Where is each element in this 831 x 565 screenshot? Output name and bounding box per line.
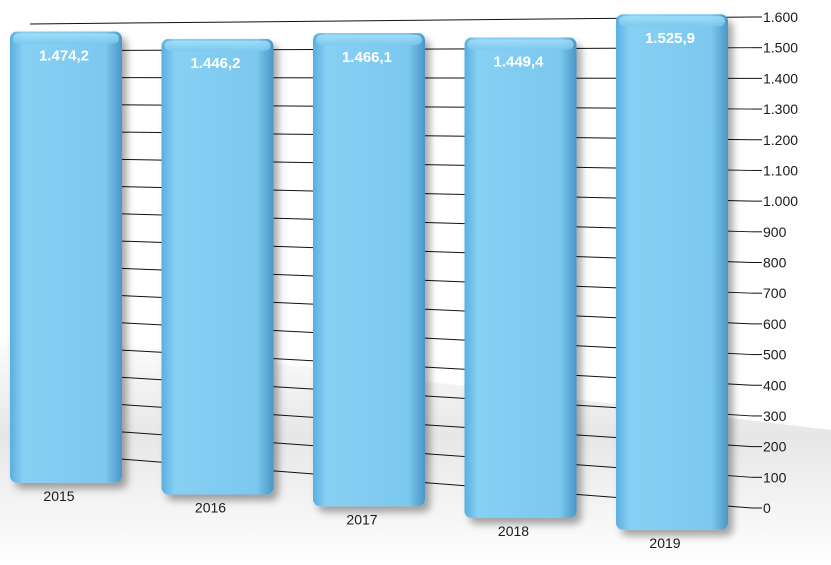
y-tick-label: 500 [763, 347, 787, 363]
x-category-label: 2019 [649, 535, 680, 551]
bar-value-label: 1.474,2 [39, 48, 89, 65]
y-tick-label: 1.300 [763, 101, 798, 117]
y-tick-label: 1.400 [763, 70, 798, 86]
y-tick-label: 300 [763, 408, 787, 424]
bar-highlight [164, 40, 271, 51]
bar-highlight [467, 39, 574, 50]
y-tick-label: 600 [763, 316, 787, 332]
bar-group [313, 33, 425, 507]
bar [10, 31, 122, 483]
y-tick-label: 1.200 [763, 132, 798, 148]
y-tick-label: 1.600 [763, 9, 798, 25]
bars [10, 14, 728, 530]
y-tick-label: 0 [763, 500, 771, 516]
y-tick-label: 1.500 [763, 40, 798, 56]
x-category-label: 2017 [346, 511, 377, 527]
bar-group [161, 38, 274, 495]
y-tick-label: 700 [763, 285, 787, 301]
bar-group [464, 37, 577, 519]
bar-value-label: 1.466,1 [342, 49, 392, 66]
y-tick-label: 100 [763, 469, 787, 485]
labels: 1.474,2 2015 1.446,2 2016 1.466,1 2017 1.449,4… [39, 30, 695, 551]
bar-value-label: 1.449,4 [493, 54, 544, 71]
bar [616, 14, 728, 530]
y-tick-label: 1.000 [763, 193, 798, 209]
y-tick-label: 800 [763, 255, 787, 271]
bar [161, 38, 274, 495]
bar-highlight [13, 33, 119, 44]
bar-highlight [619, 16, 725, 27]
y-tick-label: 900 [763, 224, 787, 240]
y-tick-label: 200 [763, 439, 787, 455]
bar [464, 37, 577, 519]
bar-highlight [316, 35, 422, 46]
bar [313, 33, 425, 507]
y-axis: 0 100 200 300 400 500 600 700 800 900 1.000 1.100 1.… [752, 9, 798, 516]
y-tick-label: 400 [763, 377, 787, 393]
bar-value-label: 1.525,9 [645, 30, 695, 47]
bar-group [616, 14, 728, 530]
x-category-label: 2015 [43, 488, 74, 504]
bar-group [10, 31, 122, 483]
y-tick-label: 1.100 [763, 162, 798, 178]
x-category-label: 2016 [195, 500, 226, 516]
bar-value-label: 1.446,2 [190, 55, 240, 72]
x-category-label: 2018 [498, 523, 529, 539]
